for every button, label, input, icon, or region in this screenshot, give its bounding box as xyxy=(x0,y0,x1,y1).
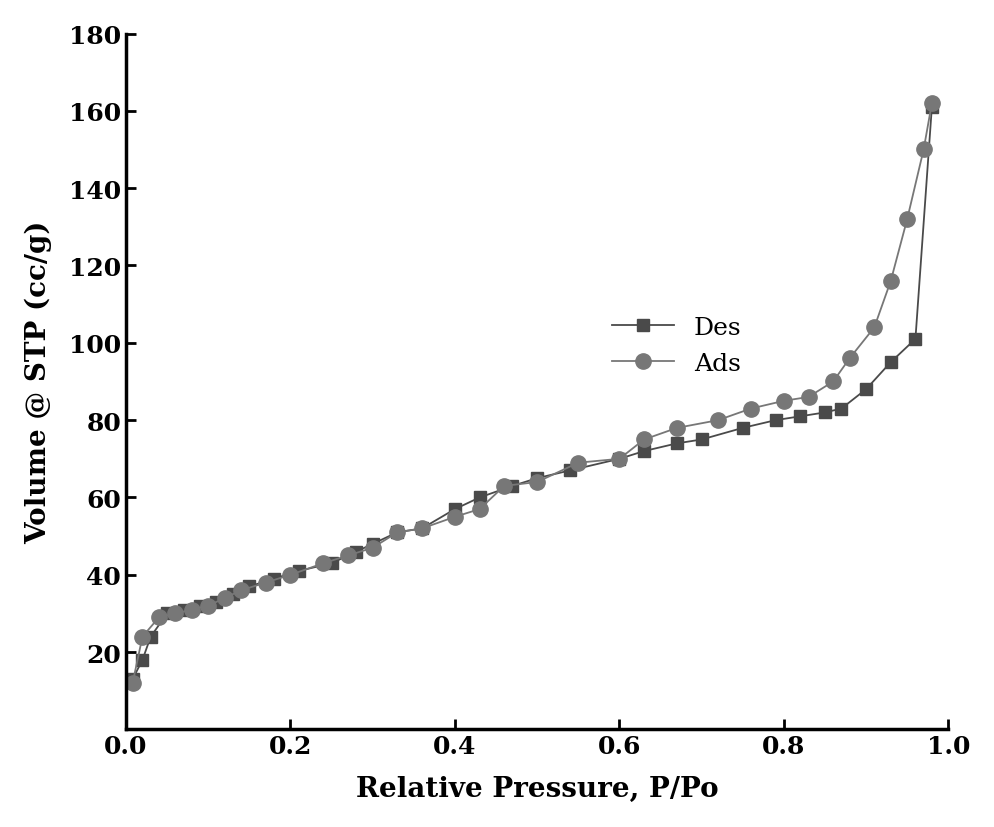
Ads xyxy=(901,215,912,225)
Des xyxy=(325,558,337,568)
Des xyxy=(637,447,649,457)
Ads xyxy=(259,578,271,588)
Ads xyxy=(391,528,403,538)
Ads xyxy=(670,423,682,433)
Des xyxy=(884,358,896,368)
Ads xyxy=(826,377,838,387)
Des xyxy=(367,539,379,549)
Ads xyxy=(153,613,165,623)
Ads xyxy=(745,404,756,414)
Des xyxy=(161,609,173,619)
Des xyxy=(391,528,403,538)
Des xyxy=(506,481,518,491)
Des xyxy=(177,605,189,614)
Ads xyxy=(884,277,896,287)
Des xyxy=(670,439,682,449)
Ads xyxy=(136,632,148,642)
Des xyxy=(194,601,206,611)
Ads xyxy=(531,477,543,487)
Ads xyxy=(712,416,724,426)
Ads xyxy=(916,146,928,155)
Des xyxy=(415,523,427,533)
Ads xyxy=(219,593,231,603)
Ads xyxy=(802,393,814,403)
Ads xyxy=(843,354,855,364)
Des xyxy=(244,581,255,591)
Ads xyxy=(473,504,485,514)
Des xyxy=(835,404,847,414)
Des xyxy=(144,632,156,642)
Ads xyxy=(202,601,214,611)
Ads xyxy=(126,678,138,688)
Legend: Des, Ads: Des, Ads xyxy=(598,304,753,388)
Ads xyxy=(572,458,583,468)
Ads xyxy=(925,99,937,109)
Ads xyxy=(284,570,296,580)
Des xyxy=(227,590,239,600)
Des xyxy=(531,474,543,484)
X-axis label: Relative Pressure, P/Po: Relative Pressure, P/Po xyxy=(356,775,718,802)
Ads xyxy=(498,481,510,491)
Des xyxy=(793,412,805,422)
Des xyxy=(564,466,576,476)
Ads xyxy=(415,523,427,533)
Ads xyxy=(169,609,181,619)
Des xyxy=(859,385,871,394)
Des xyxy=(126,675,138,685)
Line: Ads: Ads xyxy=(125,96,938,691)
Ads xyxy=(186,605,198,614)
Ads xyxy=(367,543,379,553)
Ads xyxy=(317,558,329,568)
Ads xyxy=(777,396,789,406)
Ads xyxy=(342,551,354,561)
Ads xyxy=(637,435,649,445)
Des xyxy=(736,423,747,433)
Des xyxy=(613,454,625,464)
Line: Des: Des xyxy=(126,102,937,686)
Des xyxy=(267,574,279,584)
Des xyxy=(448,504,460,514)
Des xyxy=(211,597,223,607)
Des xyxy=(769,416,781,426)
Des xyxy=(350,547,362,557)
Des xyxy=(292,566,304,576)
Des xyxy=(473,493,485,503)
Y-axis label: Volume @ STP (cc/g): Volume @ STP (cc/g) xyxy=(25,221,53,543)
Ads xyxy=(235,586,247,595)
Des xyxy=(695,435,707,445)
Ads xyxy=(613,454,625,464)
Des xyxy=(925,103,937,112)
Des xyxy=(818,408,830,418)
Des xyxy=(136,655,148,665)
Ads xyxy=(868,323,880,333)
Des xyxy=(909,335,920,345)
Ads xyxy=(448,512,460,522)
